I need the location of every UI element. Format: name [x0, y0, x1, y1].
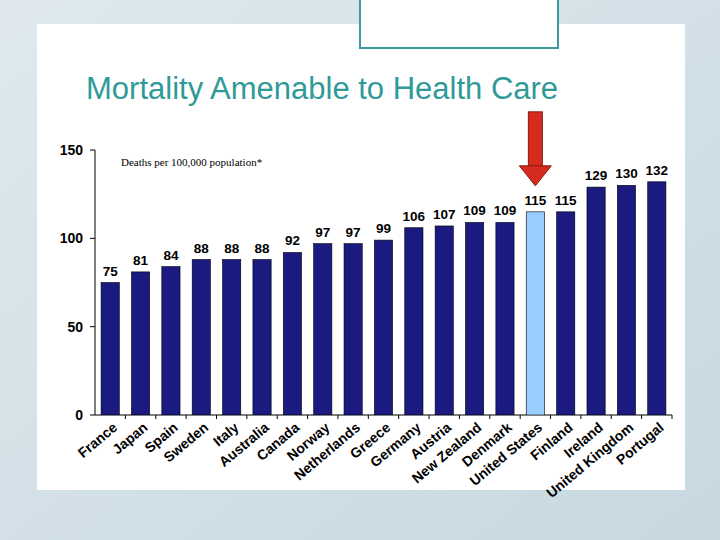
bar [253, 260, 271, 415]
data-label: 75 [103, 264, 119, 279]
title: Mortality Amenable to Health Care [86, 71, 558, 106]
bar [587, 187, 605, 415]
bar [435, 226, 453, 415]
x-tick [216, 415, 217, 419]
x-tick [307, 415, 308, 419]
bar [374, 240, 392, 415]
highlight-arrow [519, 112, 551, 186]
x-tick [277, 415, 278, 419]
data-label: 97 [315, 225, 330, 240]
data-label: 106 [403, 209, 426, 224]
y-tick [90, 415, 95, 416]
y-axis [95, 150, 96, 415]
bar [617, 185, 635, 415]
bars [101, 182, 666, 415]
bar [405, 228, 423, 415]
x-tick [580, 415, 581, 419]
data-label: 97 [346, 225, 361, 240]
x-tick [459, 415, 460, 419]
data-label: 130 [615, 166, 638, 181]
x-tick [246, 415, 247, 419]
x-tick-label: Japan [109, 419, 150, 457]
y-tick [90, 238, 95, 239]
bar [101, 283, 119, 416]
x-tick [368, 415, 369, 419]
x-tick [398, 415, 399, 419]
bar [526, 212, 544, 415]
panel [37, 24, 685, 490]
y-tick [90, 326, 95, 327]
y-tick [90, 150, 95, 151]
x-tick [337, 415, 338, 419]
x-tick [641, 415, 642, 419]
data-label: 81 [133, 253, 149, 268]
bar [162, 267, 180, 415]
data-label: 109 [494, 203, 517, 218]
x-tick [611, 415, 612, 419]
x-tick [429, 415, 430, 419]
data-label: 115 [555, 193, 577, 208]
bar [648, 182, 666, 415]
data-label: 107 [433, 207, 456, 222]
y-tick-label: 0 [75, 407, 83, 423]
y-tick-label: 100 [60, 230, 84, 246]
x-tick-label: Portugal [613, 419, 667, 468]
bar [223, 260, 241, 415]
bar [557, 212, 575, 415]
background [0, 0, 720, 540]
bar [131, 272, 149, 415]
data-label: 84 [163, 248, 179, 263]
x-tick [672, 415, 673, 419]
x-tick [489, 415, 490, 419]
bar [192, 260, 210, 415]
bar [465, 222, 483, 415]
x-tick [186, 415, 187, 419]
bar [344, 244, 362, 415]
bar [314, 244, 332, 415]
data-label: 115 [524, 193, 546, 208]
data-label: 109 [463, 203, 486, 218]
tab [360, 0, 558, 48]
data-label: 92 [285, 233, 300, 248]
bar [283, 252, 301, 415]
x-tick-label: Sweden [160, 419, 211, 465]
x-tick-label: France [75, 419, 121, 461]
y-tick-label: 150 [60, 142, 84, 158]
x-tick [550, 415, 551, 419]
data-label: 88 [194, 241, 210, 256]
bar [496, 222, 514, 415]
data-label: 88 [255, 241, 271, 256]
slide: Mortality Amenable to Health Care Deaths … [0, 0, 720, 540]
y-tick-label: 50 [67, 319, 83, 335]
data-label: 129 [585, 168, 608, 183]
subtitle: Deaths per 100,000 population* [121, 156, 262, 168]
data-label: 132 [646, 163, 669, 178]
x-tick [155, 415, 156, 419]
x-tick [125, 415, 126, 419]
data-label: 88 [224, 241, 240, 256]
data-label: 99 [376, 221, 391, 236]
x-tick [520, 415, 521, 419]
